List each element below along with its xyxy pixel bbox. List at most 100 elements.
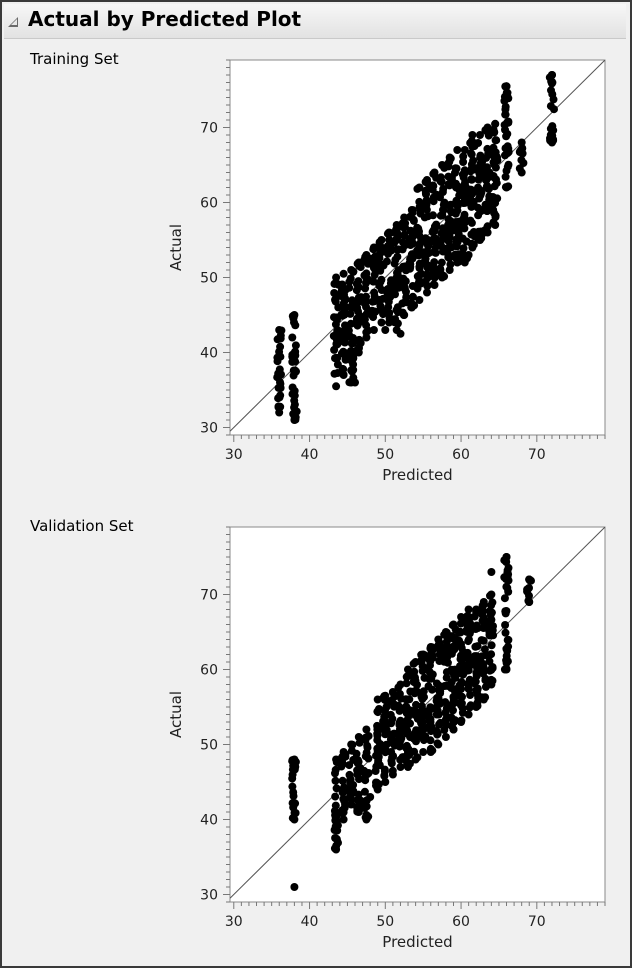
data-point (485, 657, 494, 666)
data-point (455, 681, 464, 690)
data-point (290, 755, 299, 764)
data-point (362, 333, 371, 342)
validation-set-label: Validation Set (30, 517, 134, 535)
data-point (288, 799, 297, 808)
data-point (275, 371, 283, 380)
data-point (346, 785, 354, 794)
data-point (438, 161, 447, 169)
data-point (275, 408, 284, 417)
data-point (466, 691, 475, 699)
data-point (370, 288, 379, 297)
data-point (386, 710, 395, 719)
data-point (459, 158, 468, 166)
data-point (418, 695, 427, 703)
data-point (432, 679, 441, 688)
data-point (385, 228, 394, 237)
data-point (377, 318, 386, 327)
data-point (467, 218, 476, 227)
data-point (502, 82, 511, 91)
data-point (351, 378, 359, 387)
data-point (388, 770, 397, 779)
data-point (407, 303, 416, 312)
data-point (491, 148, 500, 157)
data-point (424, 242, 433, 250)
y-tick-label: 60 (200, 196, 218, 212)
data-point (361, 257, 370, 266)
data-point (373, 708, 382, 717)
data-point (476, 236, 484, 244)
data-point (354, 790, 363, 799)
data-point (467, 160, 476, 169)
data-point (395, 689, 404, 698)
data-point (449, 725, 458, 734)
data-point (290, 883, 299, 891)
data-point (402, 679, 411, 688)
data-point (347, 740, 356, 749)
data-point (474, 183, 482, 192)
data-point (387, 696, 396, 705)
data-point (364, 326, 373, 335)
y-axis-title: Actual (167, 224, 185, 271)
data-point (477, 636, 486, 645)
data-point (413, 687, 422, 696)
data-point (491, 136, 500, 145)
data-point (340, 310, 349, 319)
data-point (381, 326, 390, 334)
data-point (458, 234, 467, 243)
x-tick-label: 50 (376, 447, 394, 463)
data-point (466, 661, 475, 670)
data-point (492, 179, 501, 188)
data-point (346, 775, 355, 784)
data-point (504, 576, 513, 585)
data-point (457, 718, 466, 726)
data-point (331, 792, 340, 801)
data-point (373, 747, 382, 755)
data-point (426, 748, 435, 756)
data-point (490, 160, 499, 169)
data-point (290, 765, 299, 774)
data-point (390, 282, 399, 291)
training-set-plot: 30 40 50 60 70 30 40 50 60 70 Predicted Actual (167, 59, 606, 484)
data-point (491, 199, 500, 208)
data-point (444, 201, 453, 210)
data-point (387, 748, 396, 756)
data-point (433, 694, 442, 703)
data-point (445, 266, 454, 274)
report-header[interactable]: Actual by Predicted Plot (4, 4, 626, 39)
data-point (356, 339, 365, 347)
data-point (375, 295, 384, 304)
data-point (369, 326, 378, 334)
y-tick-label: 50 (200, 271, 218, 287)
data-point (420, 213, 429, 222)
data-point (467, 149, 475, 158)
data-point (487, 590, 496, 599)
data-point (428, 685, 437, 694)
data-point (454, 227, 463, 236)
data-point (433, 730, 442, 739)
data-point (474, 139, 483, 147)
data-point (364, 732, 373, 740)
data-point (288, 782, 297, 791)
data-point (425, 716, 434, 725)
data-point (504, 563, 513, 572)
data-point (487, 568, 496, 576)
data-point (354, 808, 363, 816)
data-point (339, 748, 348, 756)
data-point (382, 257, 391, 266)
disclosure-triangle-icon[interactable] (8, 17, 18, 27)
data-point (388, 735, 396, 744)
data-point (476, 131, 484, 139)
data-point (396, 680, 405, 689)
data-point (415, 296, 424, 304)
data-point (395, 739, 404, 748)
data-point (366, 793, 375, 801)
data-point (377, 236, 386, 244)
data-point (374, 758, 383, 767)
data-point (473, 624, 482, 632)
data-point (464, 637, 473, 646)
y-tick-label: 30 (200, 888, 218, 904)
data-point (501, 172, 510, 181)
data-point (548, 71, 556, 79)
data-point (444, 221, 453, 229)
data-point (352, 749, 361, 758)
